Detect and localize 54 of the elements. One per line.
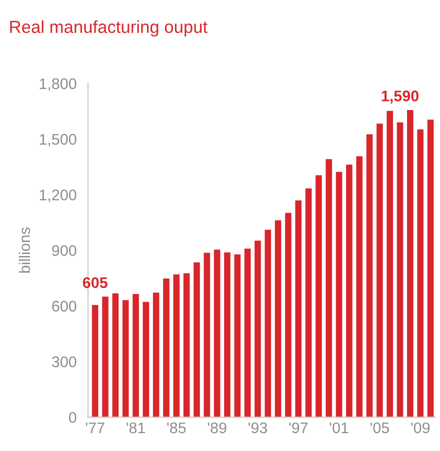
bar	[142, 302, 150, 418]
x-tick-label: '97	[289, 422, 308, 434]
bar	[407, 110, 414, 418]
bar	[132, 294, 139, 418]
y-tick-label: 300	[52, 356, 76, 368]
bar	[92, 305, 98, 418]
bar	[326, 159, 332, 418]
bar	[194, 262, 200, 418]
bar	[264, 230, 272, 418]
y-tick-label: 600	[52, 300, 76, 312]
bar	[305, 188, 312, 418]
bar	[254, 240, 261, 418]
bar	[417, 129, 424, 418]
y-tick-label: 1,500	[40, 134, 76, 147]
bar	[163, 278, 170, 418]
bar	[244, 248, 251, 418]
y-tick-label: 0	[68, 412, 76, 423]
bar	[285, 212, 292, 418]
y-axis-title: billions	[18, 228, 30, 273]
bar	[214, 250, 220, 418]
x-tick-label: '09	[411, 422, 430, 434]
x-tick-label: '05	[370, 422, 390, 434]
bar	[204, 252, 210, 418]
bar	[316, 175, 322, 418]
x-tick-label: '81	[126, 422, 145, 434]
bar	[427, 120, 434, 418]
bar	[366, 134, 373, 418]
x-tick-label: '77	[86, 422, 104, 434]
bar	[346, 164, 352, 418]
bar	[112, 293, 119, 418]
bar	[183, 273, 190, 418]
bar	[173, 274, 180, 418]
data-label: 605	[82, 277, 108, 288]
bar	[386, 110, 394, 418]
x-tick-label: '93	[248, 422, 268, 434]
x-tick-label: '85	[167, 422, 186, 434]
y-tick-label: 900	[52, 245, 76, 256]
bar	[102, 296, 108, 418]
x-tick-label: '01	[330, 422, 348, 434]
y-tick-label: 1,800	[40, 78, 76, 91]
bar	[295, 200, 302, 418]
bar	[336, 172, 342, 418]
bar	[376, 124, 383, 418]
bar	[396, 122, 404, 418]
bar	[234, 254, 241, 418]
bar	[122, 300, 129, 418]
bar	[274, 220, 282, 418]
bar	[356, 156, 363, 418]
x-tick-label: '89	[208, 422, 226, 434]
chart-title: Real manufacturing ouput	[10, 20, 208, 36]
data-label: 1,590	[382, 90, 419, 104]
y-tick-label: 1,200	[40, 190, 76, 202]
bar	[152, 292, 160, 418]
bar	[224, 252, 230, 418]
